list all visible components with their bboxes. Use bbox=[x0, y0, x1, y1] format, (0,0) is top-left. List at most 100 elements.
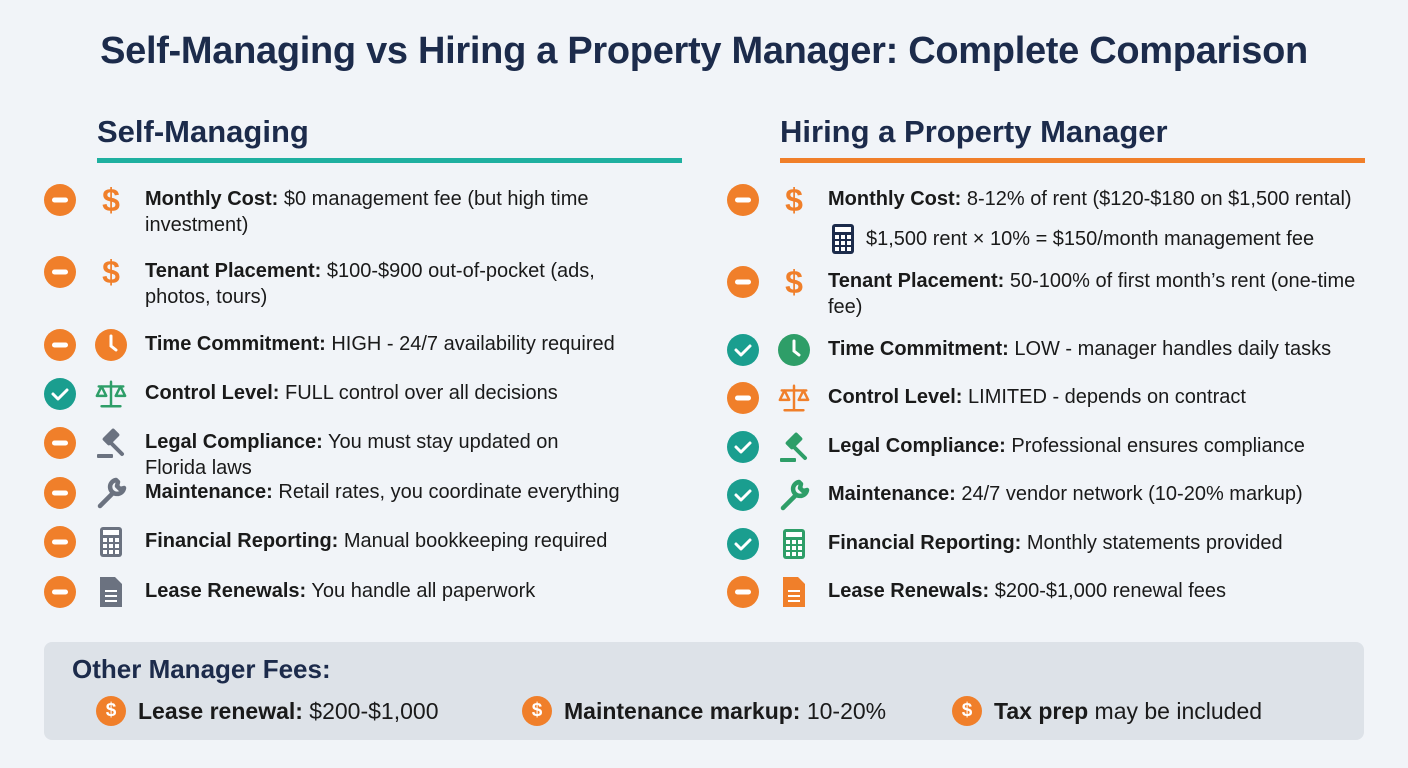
dollar-icon: $ bbox=[522, 696, 552, 726]
clock-icon bbox=[94, 328, 128, 362]
fee-value: 10-20% bbox=[800, 697, 887, 724]
row-label: Legal Compliance: bbox=[828, 435, 1006, 457]
row-value: 8-12% of rent ($120-$180 on $1,500 renta… bbox=[961, 188, 1352, 210]
fee-item: $ Maintenance markup: 10-20% bbox=[522, 696, 886, 726]
fee-value: may be included bbox=[1088, 697, 1263, 724]
fee-label: Maintenance markup: bbox=[564, 697, 801, 724]
clock-icon bbox=[777, 333, 811, 367]
fee-item: $ Tax prep may be included bbox=[952, 696, 1262, 726]
row-text: Lease Renewals: You handle all paperwork bbox=[145, 578, 625, 604]
fee-label: Tax prep bbox=[994, 697, 1089, 724]
row-value: HIGH - 24/7 availability required bbox=[325, 333, 615, 355]
row-text: Maintenance: Retail rates, you coordinat… bbox=[145, 479, 625, 505]
property-manager-divider bbox=[780, 158, 1365, 163]
row-value: You handle all paperwork bbox=[306, 580, 536, 602]
row-value: $100-$900 out-of-pocket (ads, photos, to… bbox=[145, 260, 595, 308]
row-text: Lease Renewals: $200-$1,000 renewal fees bbox=[828, 578, 1368, 604]
row-value: LIMITED - depends on contract bbox=[962, 386, 1246, 408]
scale-icon bbox=[94, 377, 128, 411]
fee-item: $ Lease renewal: $200-$1,000 bbox=[96, 696, 439, 726]
dollar-icon: $ bbox=[952, 696, 982, 726]
row-text: Legal Compliance: You must stay updated … bbox=[145, 429, 625, 481]
row-label: Financial Reporting: bbox=[828, 532, 1022, 554]
row-text: Monthly Cost: $0 management fee (but hig… bbox=[145, 186, 625, 238]
minus-icon bbox=[727, 576, 759, 608]
row-label: Financial Reporting: bbox=[145, 530, 339, 552]
row-label: Legal Compliance: bbox=[145, 431, 323, 453]
minus-icon bbox=[44, 526, 76, 558]
gavel-icon bbox=[94, 426, 128, 460]
gavel-icon bbox=[777, 430, 811, 464]
row-text: Tenant Placement: $100-$900 out-of-pocke… bbox=[145, 258, 625, 310]
row-label: Lease Renewals: bbox=[828, 580, 990, 602]
other-fees-panel bbox=[44, 642, 1364, 740]
row-label: Time Commitment: bbox=[828, 338, 1009, 360]
row-label: Maintenance: bbox=[145, 481, 273, 503]
row-value: FULL control over all decisions bbox=[279, 382, 558, 404]
fee-value: $200-$1,000 bbox=[302, 697, 439, 724]
calculator-icon bbox=[826, 222, 860, 256]
row-text: Maintenance: 24/7 vendor network (10-20%… bbox=[828, 481, 1368, 507]
minus-icon bbox=[44, 256, 76, 288]
check-icon bbox=[727, 528, 759, 560]
row-text: Control Level: FULL control over all dec… bbox=[145, 380, 625, 406]
wrench-icon bbox=[777, 478, 811, 512]
row-value: Retail rates, you coordinate everything bbox=[272, 481, 620, 503]
page-title: Self-Managing vs Hiring a Property Manag… bbox=[100, 30, 1308, 72]
row-label: Tenant Placement: bbox=[828, 270, 1005, 292]
self-managing-heading: Self-Managing bbox=[97, 114, 309, 149]
check-icon bbox=[727, 431, 759, 463]
row-value: Monthly statements provided bbox=[1021, 532, 1283, 554]
row-label: Lease Renewals: bbox=[145, 580, 307, 602]
row-label: Maintenance: bbox=[828, 483, 956, 505]
check-icon bbox=[44, 378, 76, 410]
minus-icon bbox=[44, 576, 76, 608]
row-text: Tenant Placement: 50-100% of first month… bbox=[828, 268, 1368, 320]
document-icon bbox=[777, 575, 811, 609]
row-value: LOW - manager handles daily tasks bbox=[1008, 338, 1332, 360]
dollar-icon: $ bbox=[102, 254, 120, 290]
wrench-icon bbox=[94, 476, 128, 510]
row-text: Control Level: LIMITED - depends on cont… bbox=[828, 384, 1368, 410]
row-text: Financial Reporting: Manual bookkeeping … bbox=[145, 528, 625, 554]
minus-icon bbox=[44, 427, 76, 459]
dollar-icon: $ bbox=[96, 696, 126, 726]
calculator-icon bbox=[94, 525, 128, 559]
minus-icon bbox=[44, 184, 76, 216]
minus-icon bbox=[44, 329, 76, 361]
row-value: 24/7 vendor network (10-20% markup) bbox=[955, 483, 1303, 505]
fee-label: Lease renewal: bbox=[138, 697, 303, 724]
scale-icon bbox=[777, 381, 811, 415]
dollar-icon: $ bbox=[102, 182, 120, 218]
self-managing-divider bbox=[97, 158, 682, 163]
minus-icon bbox=[727, 184, 759, 216]
row-label: Control Level: bbox=[145, 382, 280, 404]
other-fees-title: Other Manager Fees: bbox=[72, 654, 331, 684]
row-text: Time Commitment: HIGH - 24/7 availabilit… bbox=[145, 331, 625, 357]
minus-icon bbox=[727, 382, 759, 414]
row-value: You must stay updated on Florida laws bbox=[145, 431, 559, 479]
dollar-icon: $ bbox=[785, 182, 803, 218]
row-label: Monthly Cost: bbox=[828, 188, 962, 210]
document-icon bbox=[94, 575, 128, 609]
calculator-icon bbox=[777, 527, 811, 561]
minus-icon bbox=[44, 477, 76, 509]
row-value: Manual bookkeeping required bbox=[338, 530, 608, 552]
row-text: Time Commitment: LOW - manager handles d… bbox=[828, 336, 1368, 362]
calculation-text: $1,500 rent × 10% = $150/month managemen… bbox=[866, 228, 1315, 250]
property-manager-heading: Hiring a Property Manager bbox=[780, 114, 1168, 149]
row-label: Control Level: bbox=[828, 386, 963, 408]
row-value: $200-$1,000 renewal fees bbox=[989, 580, 1227, 602]
dollar-icon: $ bbox=[785, 264, 803, 300]
row-value: Professional ensures compliance bbox=[1005, 435, 1305, 457]
row-value: 50-100% of first month’s rent (one-time … bbox=[828, 270, 1356, 318]
row-label: Time Commitment: bbox=[145, 333, 326, 355]
row-text: Monthly Cost: 8-12% of rent ($120-$180 o… bbox=[828, 186, 1368, 212]
minus-icon bbox=[727, 266, 759, 298]
row-label: Tenant Placement: bbox=[145, 260, 322, 282]
row-text: Financial Reporting: Monthly statements … bbox=[828, 530, 1368, 556]
row-label: Monthly Cost: bbox=[145, 188, 279, 210]
check-icon bbox=[727, 479, 759, 511]
row-text: Legal Compliance: Professional ensures c… bbox=[828, 433, 1368, 459]
row-value: $0 management fee (but high time investm… bbox=[145, 188, 589, 236]
